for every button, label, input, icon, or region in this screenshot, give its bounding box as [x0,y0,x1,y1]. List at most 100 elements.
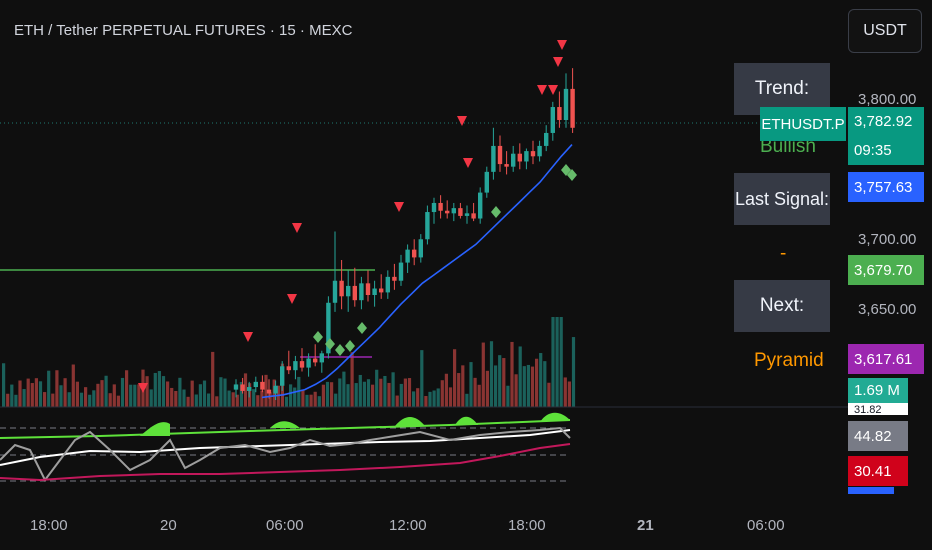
candle-body [352,285,357,301]
volume-bar [92,390,96,407]
candle-body [405,249,410,263]
volume-bar [75,381,79,407]
candle-body [280,366,285,386]
volume-bar [149,389,153,407]
buy-signal-marker [567,169,577,181]
volume-bar [379,378,383,407]
trend-value: Bullish [760,136,816,157]
sell-signal-marker [394,202,404,212]
volume-bar [539,353,543,407]
volume-bar [129,384,133,407]
volume-bar [239,381,243,407]
volume-bar [145,376,149,407]
sell-signal-marker [457,116,467,126]
volume-bar [317,396,321,407]
trend-label-box: Trend: [734,63,830,115]
volume-bar [518,346,522,407]
candle-body [339,280,344,297]
sell-signal-marker [557,40,567,50]
volume-bar [104,375,108,407]
volume-bar [510,341,514,407]
volume-bar [375,369,379,407]
volume-bar [55,370,59,407]
volume-bar [448,387,453,407]
last-signal-label-box: Last Signal: [734,173,830,225]
volume-bar [358,374,362,407]
volume-bar [530,366,535,407]
time-tick: 06:00 [266,517,304,534]
next-label-box: Next: [734,280,830,332]
time-tick: 12:00 [389,517,427,534]
volume-bar [18,380,22,407]
volume-bar [47,370,51,407]
candle-body [497,145,503,165]
volume-bar [350,352,354,407]
volume-bar [243,373,248,407]
sell-signal-marker [138,383,148,393]
volume-bar [108,393,112,407]
volume-bar [297,376,301,407]
volume-bar [79,392,84,407]
osc-red-line [0,443,571,482]
price-tick-3800: 3,800.00 [858,91,916,108]
time-tick: 18:00 [508,517,546,534]
volume-bar [153,372,157,407]
volume-bar [43,392,47,407]
candle-body [445,210,450,214]
last-signal-value: - [780,243,787,264]
volume-bar [309,394,313,407]
candle-body [471,213,476,219]
volume-bar [526,364,530,407]
volume-bar [330,382,334,407]
buy-signal-marker [313,331,323,343]
next-value: Pyramid [754,350,824,371]
volume-bar [555,317,559,407]
volume-bar [547,382,551,407]
volume-bar [403,378,407,407]
volume-bar [387,382,391,407]
time-tick: 20 [160,517,177,534]
candle-body [365,283,371,295]
volume-bar [71,364,75,407]
candle-body [484,171,489,193]
volume-bar [202,380,207,407]
volume-bar [498,355,502,407]
candle-body [260,381,265,390]
candle-body [557,107,562,120]
volume-bar [264,374,268,407]
volume-bar [178,377,182,407]
volume-bar [34,378,38,407]
time-tick: 21 [637,517,654,534]
buy-signal-marker [325,338,335,350]
volume-bar [125,370,129,407]
candle-body [266,389,272,394]
cut-label-tag: 31.82 [848,403,908,415]
volume-bar [362,381,366,407]
candle-body [550,107,555,133]
price-tick-3700: 3,700.00 [858,231,916,248]
candle-body [392,276,397,281]
candle-body [240,384,245,391]
volume-bar [563,377,567,407]
volume-bar [256,395,260,407]
volume-bar [190,380,194,407]
candle-body [563,88,569,120]
volume-bar [301,389,305,407]
osc-white-line [0,429,571,466]
sell-signal-marker [463,158,473,168]
candle-body [293,361,298,371]
moving-average-line [261,144,573,399]
volume-bar [354,383,358,407]
volume-bar [161,376,166,407]
time-axis: 18:00 20 06:00 12:00 18:00 21 06:00 [30,517,785,534]
candles-group [233,68,575,400]
volume-bar [391,372,395,407]
volume-bar [485,370,489,407]
volume-tag: 1.69 M [848,378,908,403]
currency-button[interactable]: USDT [848,9,922,53]
volume-bar [440,380,444,407]
candle-body [537,145,542,157]
volume-bar [223,378,227,407]
candle-body [431,202,437,213]
